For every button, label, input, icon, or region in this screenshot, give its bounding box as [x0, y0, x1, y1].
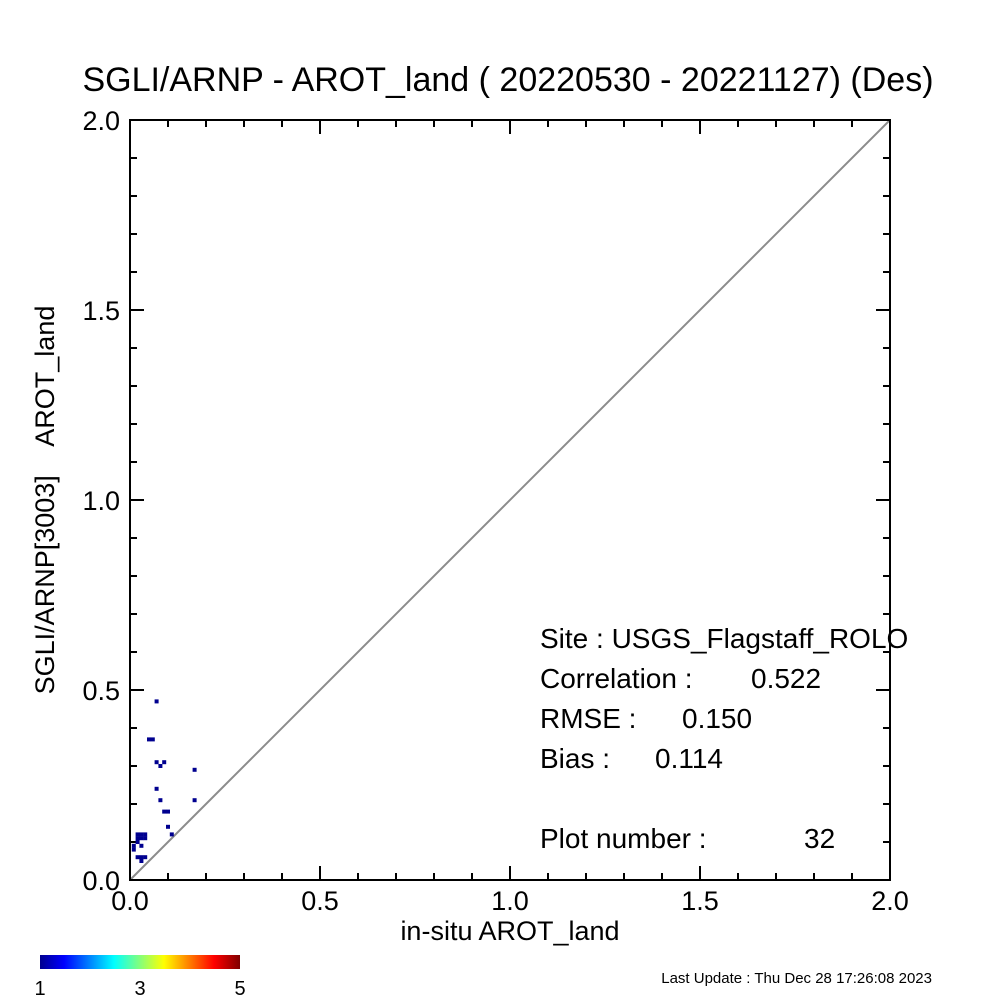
data-point: [139, 859, 144, 863]
rmse-label: RMSE :: [540, 703, 636, 734]
plot-number-value: 32: [804, 823, 835, 854]
colorbar-gradient: [40, 955, 240, 969]
plot-number-label: Plot number :: [540, 823, 707, 854]
colorbar-tick-label: 3: [134, 978, 145, 1000]
data-point: [162, 809, 167, 814]
data-point: [158, 798, 163, 803]
data-point: [158, 764, 163, 768]
data-point: [143, 836, 148, 841]
data-point: [154, 786, 159, 791]
data-point: [143, 855, 148, 860]
site-label: Site : USGS_Flagstaff_ROLO: [540, 623, 908, 654]
data-point: [139, 832, 144, 837]
data-point: [192, 798, 197, 803]
x-tick-label: 1.5: [681, 886, 719, 916]
last-update-footer: Last Update : Thu Dec 28 17:26:08 2023: [661, 970, 932, 987]
x-tick-label: 1.0: [491, 886, 529, 916]
y-tick-label: 1.5: [82, 296, 120, 326]
correlation-value: 0.522: [751, 663, 821, 694]
correlation-label: Correlation :: [540, 663, 693, 694]
colorbar: 1 3 5: [34, 955, 246, 1000]
y-tick-label: 0.5: [82, 676, 120, 706]
data-point: [166, 809, 170, 814]
data-point: [139, 843, 144, 848]
y-tick-label: 0.0: [82, 866, 120, 896]
x-tick-label: 0.5: [301, 886, 339, 916]
y-tick-label: 1.0: [82, 486, 120, 516]
data-point: [131, 847, 136, 852]
data-point: [192, 767, 197, 772]
data-point: [169, 832, 174, 837]
x-tick-label: 0.0: [111, 886, 149, 916]
plot-frame: [129, 119, 891, 881]
one-to-one-line: [129, 119, 891, 881]
data-point: [143, 832, 148, 837]
y-tick-label: 2.0: [82, 106, 120, 136]
x-tick-label: 2.0: [871, 886, 909, 916]
chart-title: SGLI/ARNP - AROT_land ( 20220530 - 20221…: [82, 61, 933, 99]
data-point: [154, 760, 159, 765]
data-point: [135, 855, 140, 860]
x-axis-label: in-situ AROT_land: [400, 916, 619, 946]
colorbar-ticks: 1 3 5: [34, 978, 245, 1000]
bias-value: 0.114: [655, 743, 723, 774]
plot-area: 0.0 0.5 1.0 1.5 2.0 0.0 0.5 1.0 1.5 2.0: [82, 106, 908, 916]
colorbar-tick-label: 5: [234, 978, 245, 1000]
data-point: [162, 760, 167, 765]
data-point: [147, 737, 151, 742]
rmse-value: 0.150: [682, 703, 752, 734]
data-point: [135, 832, 140, 837]
data-point: [135, 840, 140, 844]
data-point: [150, 737, 155, 742]
data-point: [139, 855, 144, 860]
data-point: [131, 843, 136, 848]
data-point: [166, 824, 170, 829]
colorbar-tick-label: 1: [34, 978, 45, 1000]
data-point: [139, 836, 144, 841]
bias-label: Bias :: [540, 743, 610, 774]
stats-box: Site : USGS_Flagstaff_ROLO Correlation :…: [540, 623, 908, 854]
y-axis-label: SGLI/ARNP[3003] AROT_land: [30, 306, 60, 695]
data-point: [154, 699, 159, 704]
data-point: [135, 836, 140, 841]
